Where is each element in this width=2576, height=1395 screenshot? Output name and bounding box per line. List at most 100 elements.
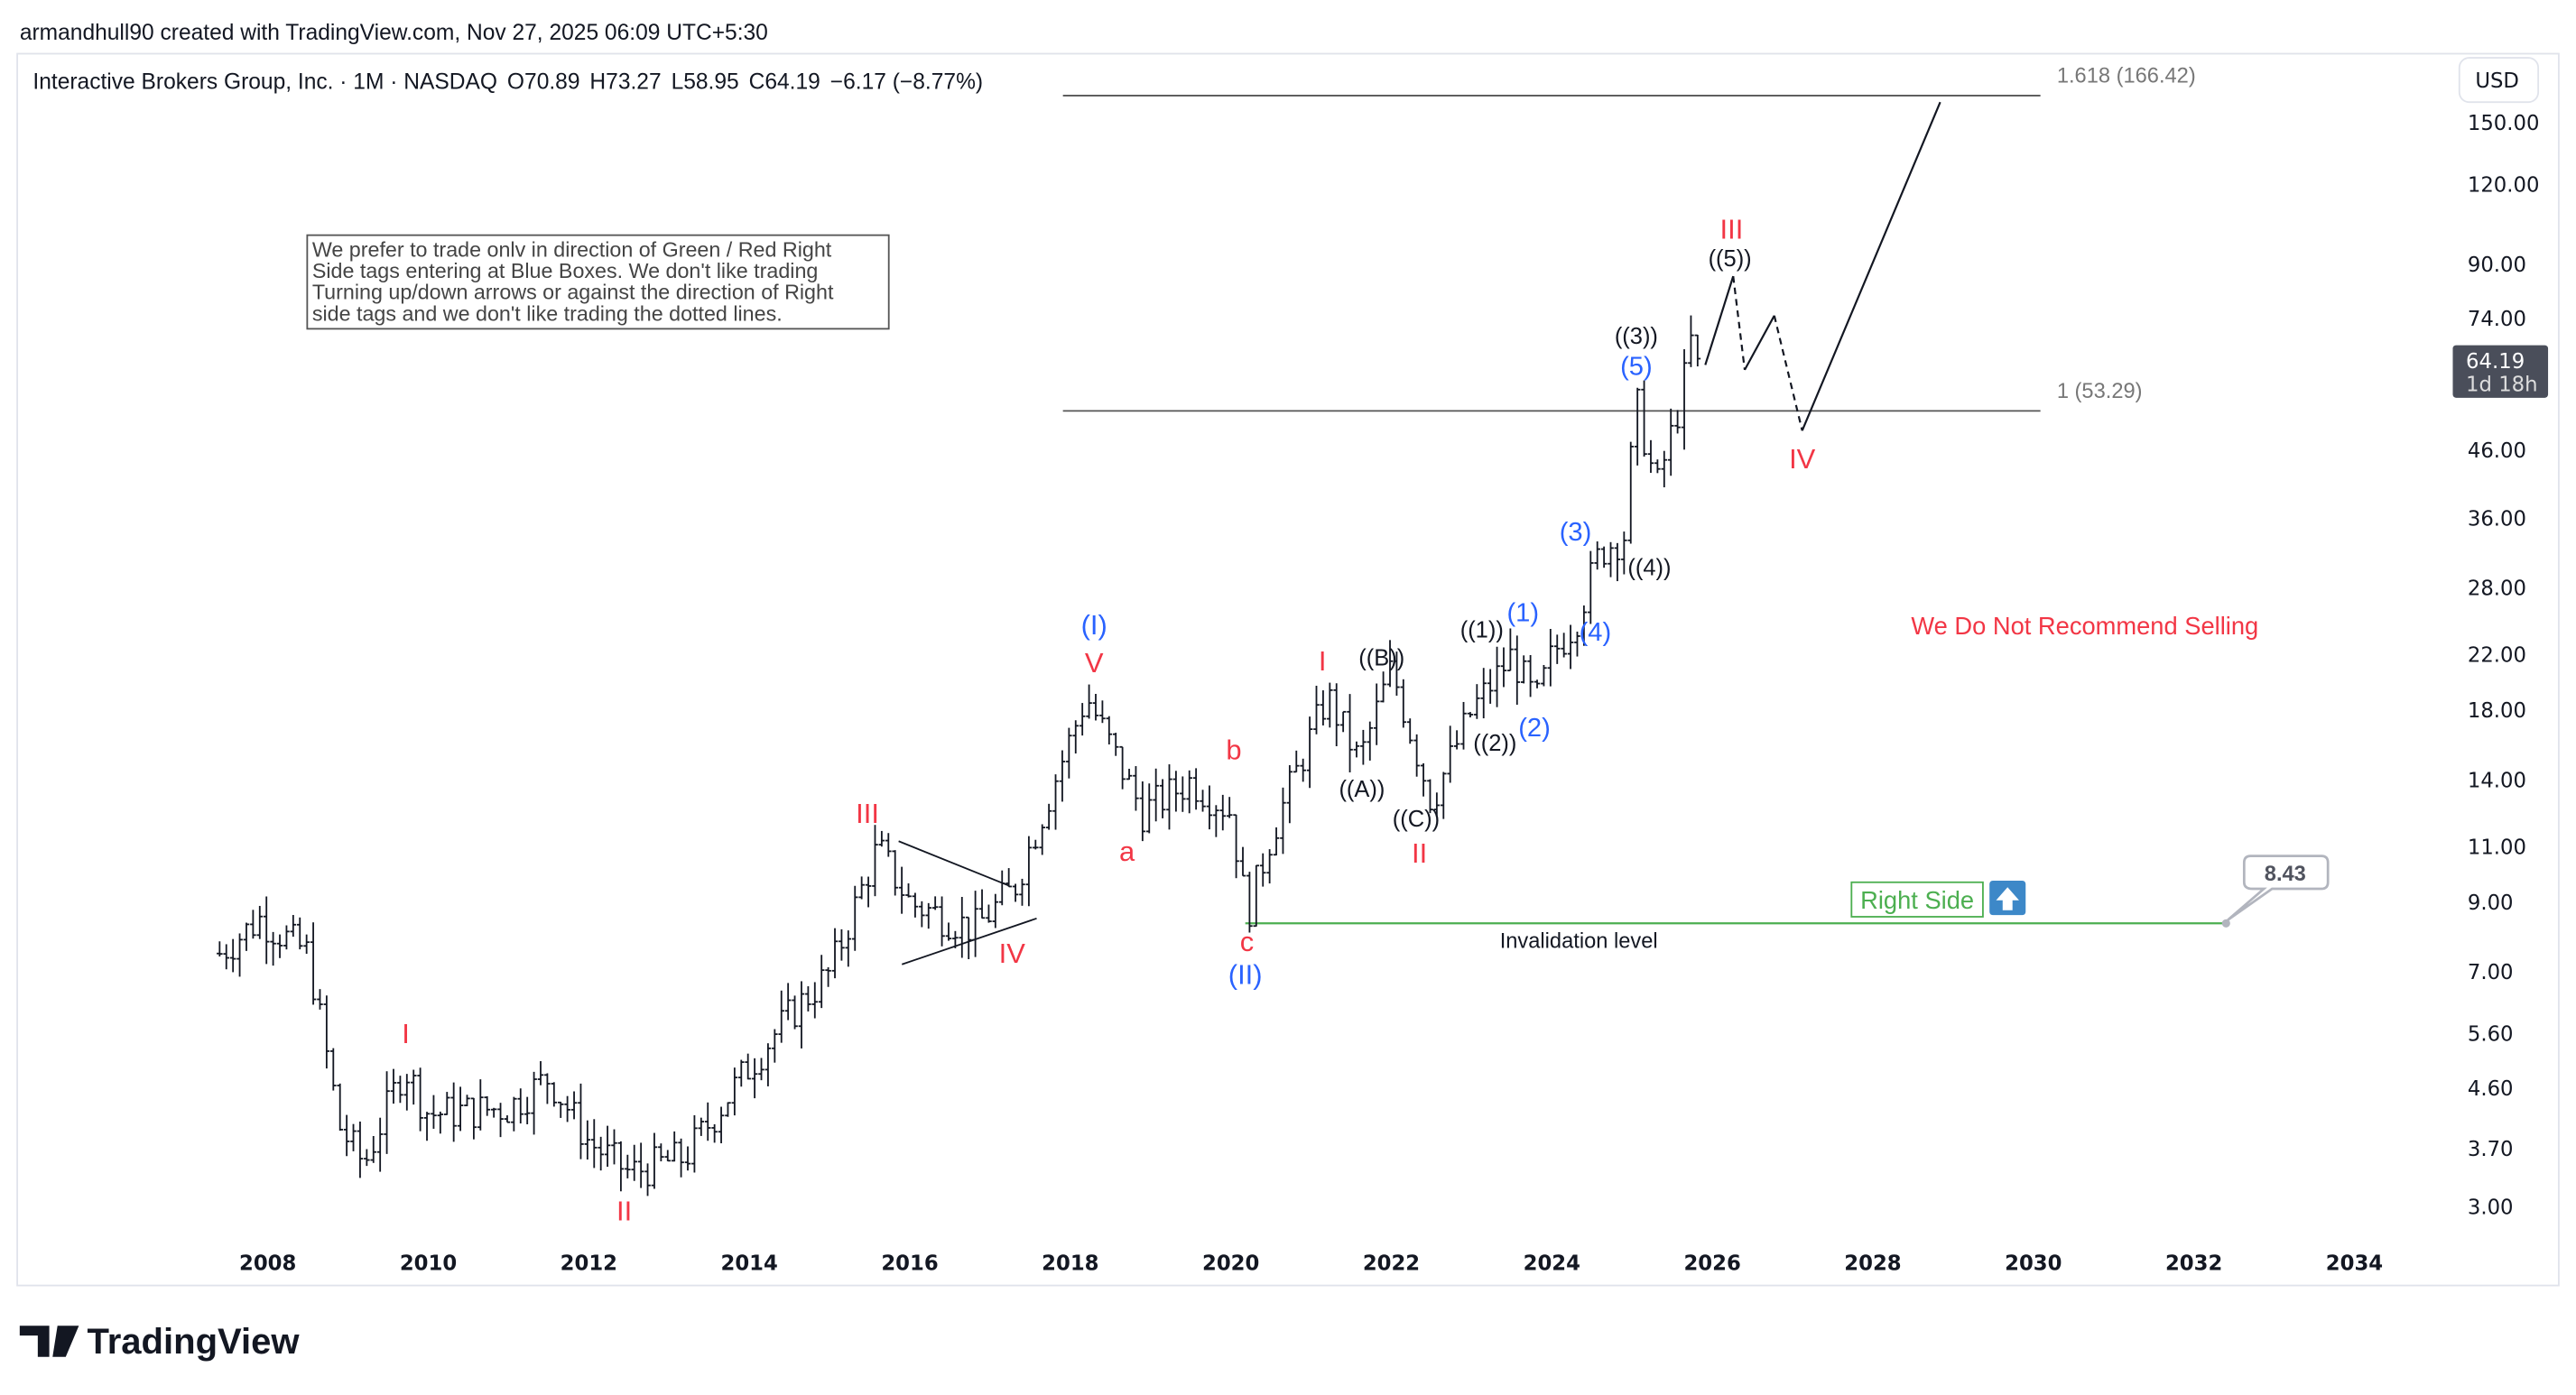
price-bar: [477, 1079, 484, 1131]
right-side-tag[interactable]: [1850, 881, 1984, 918]
price-tick-label: 36.00: [2468, 507, 2526, 531]
projection-path[interactable]: [1704, 101, 1941, 431]
price-bar: [1099, 700, 1106, 724]
time-axis[interactable]: 2008 2010 2012 2014 2016 2018 2020 2022 2024 2026…: [239, 1252, 2383, 1275]
price-bar: [1406, 718, 1413, 744]
price-bar: [484, 1095, 490, 1116]
time-tick-label: 2022: [1363, 1252, 1420, 1275]
price-bar: [684, 1146, 691, 1171]
price-bar: [250, 910, 256, 939]
time-tick-label: 2026: [1683, 1252, 1740, 1275]
price-bar: [397, 1076, 403, 1104]
price-bar: [792, 995, 798, 1030]
price-bar: [357, 1121, 364, 1178]
price-bar: [1574, 632, 1580, 657]
tradingview-logo[interactable]: TradingView: [19, 1322, 301, 1362]
price-bar: [1133, 766, 1139, 811]
wave-label: b: [1226, 734, 1241, 765]
price-tick-label: 5.60: [2468, 1023, 2514, 1047]
price-bar: [778, 990, 785, 1043]
price-tick-label: 28.00: [2468, 577, 2526, 601]
price-bar: [851, 885, 858, 951]
wave-label: V: [1085, 647, 1104, 679]
price-bar: [290, 915, 297, 938]
price-bar: [229, 938, 236, 973]
price-bar: [303, 934, 310, 955]
price-bar: [751, 1058, 758, 1099]
price-bar: [1039, 824, 1045, 855]
last-price-badge: [2452, 345, 2549, 398]
price-bar: [1474, 684, 1480, 719]
price-bar: [745, 1053, 751, 1080]
price-bar: [678, 1138, 684, 1178]
time-tick-label: 2034: [2326, 1252, 2383, 1275]
price-bar: [1480, 668, 1487, 719]
price-bar: [1159, 779, 1166, 818]
price-bar: [1353, 741, 1360, 758]
price-bar: [1413, 734, 1420, 777]
price-bar: [1654, 459, 1661, 474]
wave-label: ((B)): [1358, 646, 1404, 671]
price-bar: [1460, 701, 1467, 750]
price-bar: [1367, 721, 1374, 761]
note-line: We prefer to trade onlv in direction of …: [312, 237, 832, 261]
logo-text: TradingView: [87, 1322, 300, 1362]
price-tick-label: 74.00: [2468, 308, 2526, 331]
wave-label: ((1)): [1460, 618, 1504, 643]
price-bar: [885, 833, 892, 857]
price-bar: [1380, 671, 1386, 703]
price-bar: [450, 1082, 457, 1142]
price-bar: [1427, 779, 1433, 814]
wave-label: ((5)): [1709, 246, 1752, 272]
currency-button[interactable]: [2458, 57, 2540, 104]
wave-label: ((4)): [1627, 555, 1671, 580]
price-bar: [1600, 546, 1608, 568]
price-bar: [1441, 771, 1447, 819]
wave-label: I: [1319, 645, 1327, 677]
price-bar: [390, 1068, 397, 1104]
price-bar: [1534, 679, 1541, 688]
price-bar: [1213, 805, 1219, 837]
price-bar: [839, 928, 845, 961]
price-bar: [952, 930, 959, 948]
price-bar: [651, 1132, 658, 1189]
price-bar: [464, 1095, 470, 1106]
price-bar: [1086, 684, 1092, 719]
symbol-name: Interactive Brokers Group, Inc. · 1M · N…: [32, 70, 497, 95]
time-tick-label: 2016: [881, 1252, 938, 1275]
price-bar: [417, 1067, 423, 1132]
price-bar: [1253, 864, 1260, 928]
price-bar: [1661, 450, 1668, 488]
price-bar: [384, 1071, 390, 1154]
svg-text:Interactive Brokers Group, Inc: Interactive Brokers Group, Inc. · 1M · N…: [32, 70, 983, 95]
price-bar: [524, 1096, 531, 1124]
time-tick-label: 2028: [1844, 1252, 1901, 1275]
price-tick-label: 9.00: [2468, 892, 2514, 915]
price-bar: [236, 933, 243, 977]
price-bar: [1467, 712, 1474, 718]
price-bar: [772, 1029, 778, 1063]
price-bar: [1561, 633, 1567, 658]
price-bar: [1541, 664, 1547, 687]
price-bar: [1180, 776, 1186, 812]
note-text: We prefer to trade onlv in direction of …: [312, 237, 834, 325]
price-bar: [912, 892, 919, 918]
price-bar: [1333, 683, 1340, 746]
price-bar: [1547, 628, 1554, 687]
price-bar: [725, 1102, 731, 1117]
price-axis[interactable]: 150.00 120.00 90.00 74.00 46.00 36.00 28.00 22.…: [2468, 112, 2540, 1219]
price-bar: [1520, 655, 1527, 684]
wave-label: (1): [1506, 598, 1539, 627]
price-bar: [625, 1154, 631, 1178]
price-bar: [1206, 785, 1213, 830]
price-bar: [664, 1150, 672, 1162]
price-bar: [1641, 380, 1647, 457]
price-bar: [1627, 441, 1635, 544]
price-bar: [551, 1082, 558, 1107]
wave-label: III: [856, 798, 879, 829]
price-bar: [1246, 872, 1253, 933]
price-bar: [330, 1048, 337, 1091]
price-callout[interactable]: [2227, 855, 2330, 921]
price-bar: [337, 1083, 343, 1132]
